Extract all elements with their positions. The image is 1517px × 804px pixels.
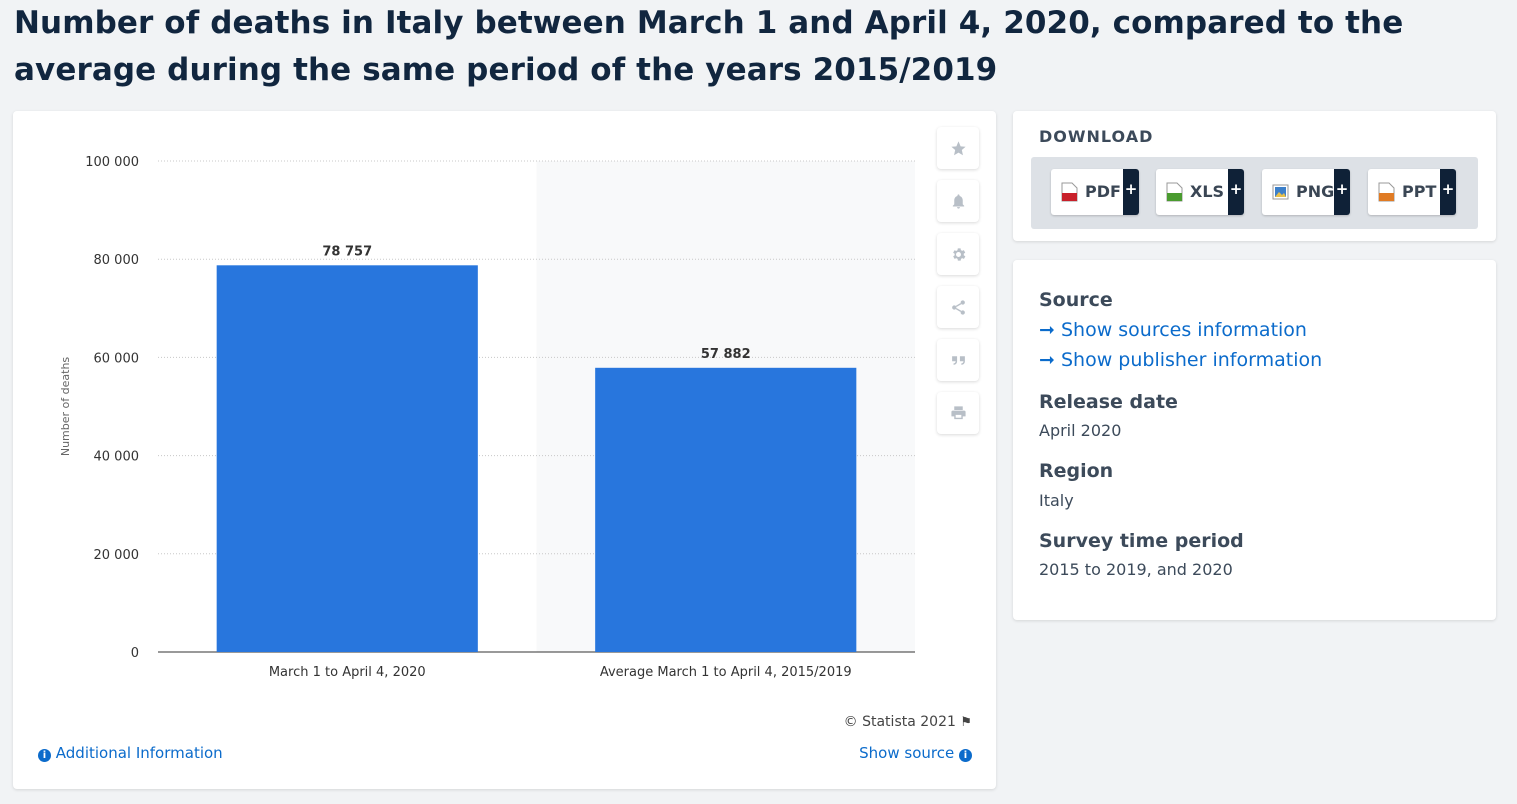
show-sources-label: Show sources information <box>1060 319 1307 341</box>
print-icon <box>950 405 966 419</box>
x-category-label: Average March 1 to April 4, 2015/2019 <box>600 665 852 680</box>
plus-icon: + <box>1334 169 1350 215</box>
bell-icon <box>952 193 964 209</box>
download-ppt-label: PPT <box>1402 182 1437 201</box>
y-tick-label: 80 000 <box>94 253 140 268</box>
additional-information-label: Additional Information <box>55 744 223 762</box>
download-pdf-button[interactable]: PDF + <box>1051 169 1139 215</box>
survey-period-value: 2015 to 2019, and 2020 <box>1039 560 1233 579</box>
plus-icon: + <box>1228 169 1244 215</box>
region-heading: Region <box>1039 460 1114 482</box>
y-tick-label: 0 <box>131 646 139 661</box>
show-publisher-link[interactable]: ➞ Show publisher information <box>1039 349 1322 371</box>
y-tick-label: 40 000 <box>94 450 140 465</box>
quote-icon <box>951 355 965 365</box>
y-axis-title: Number of deaths <box>59 357 72 457</box>
show-sources-link[interactable]: ➞ Show sources information <box>1039 319 1307 341</box>
gear-icon <box>952 247 965 261</box>
release-date-heading: Release date <box>1039 391 1178 413</box>
page-title: Number of deaths in Italy between March … <box>14 5 1404 88</box>
y-tick-label: 60 000 <box>94 351 140 366</box>
settings-button[interactable] <box>937 233 979 275</box>
info-icon: i <box>38 749 51 762</box>
ppt-file-icon <box>1378 182 1395 202</box>
download-heading: DOWNLOAD <box>1039 127 1154 146</box>
plus-icon: + <box>1440 169 1456 215</box>
show-source-label: Show source <box>859 744 955 762</box>
notification-button[interactable] <box>937 180 979 222</box>
y-tick-label: 100 000 <box>85 155 139 170</box>
share-icon <box>951 299 965 315</box>
favorite-button[interactable] <box>937 127 979 169</box>
survey-period-heading: Survey time period <box>1039 530 1244 552</box>
source-heading: Source <box>1039 289 1113 311</box>
download-xls-button[interactable]: XLS + <box>1156 169 1244 215</box>
chart-card: 0 20 000 40 000 60 000 80 000 100 000 Number o… <box>13 111 996 789</box>
pdf-file-icon <box>1061 182 1078 202</box>
png-file-icon <box>1272 184 1289 200</box>
info-icon: i <box>959 749 972 762</box>
xls-file-icon <box>1166 182 1183 202</box>
download-png-label: PNG <box>1296 182 1335 201</box>
cite-button[interactable] <box>937 339 979 381</box>
download-ppt-button[interactable]: PPT + <box>1368 169 1456 215</box>
show-publisher-label: Show publisher information <box>1060 349 1323 371</box>
star-icon <box>950 140 966 155</box>
y-tick-label: 20 000 <box>94 548 140 563</box>
bar-chart: 0 20 000 40 000 60 000 80 000 100 000 Number o… <box>59 155 915 680</box>
bar <box>595 367 857 652</box>
flag-icon: ⚑ <box>960 715 972 730</box>
bar <box>216 265 478 652</box>
copyright-text: © Statista 2021 <box>843 714 956 730</box>
bar-value-label: 78 757 <box>322 244 372 259</box>
bar-value-label: 57 882 <box>701 347 751 362</box>
download-png-button[interactable]: PNG + <box>1262 169 1350 215</box>
share-button[interactable] <box>937 286 979 328</box>
copyright-notice: © Statista 2021 ⚑ <box>844 714 972 730</box>
x-category-label: March 1 to April 4, 2020 <box>269 665 426 680</box>
plus-icon: + <box>1123 169 1139 215</box>
download-card: DOWNLOAD PDF + XLS + PNG + PPT + <box>1013 111 1496 241</box>
additional-information-link[interactable]: i Additional Information <box>38 744 223 762</box>
region-value: Italy <box>1039 491 1074 510</box>
arrow-right-icon: ➞ <box>1039 349 1055 371</box>
print-button[interactable] <box>937 392 979 434</box>
release-date-value: April 2020 <box>1039 421 1122 440</box>
download-xls-label: XLS <box>1190 182 1225 201</box>
show-source-link[interactable]: Show source i <box>859 744 972 762</box>
download-tray: PDF + XLS + PNG + PPT + <box>1031 157 1478 229</box>
download-pdf-label: PDF <box>1085 182 1121 201</box>
arrow-right-icon: ➞ <box>1039 319 1055 341</box>
info-card: Source ➞ Show sources information ➞ Show… <box>1013 260 1496 620</box>
